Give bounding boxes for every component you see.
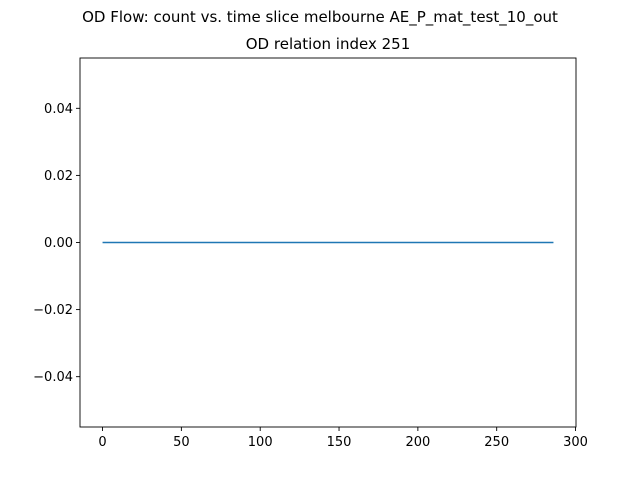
x-tick-label: 250 xyxy=(484,435,509,450)
y-tick-label: 0.00 xyxy=(44,236,73,251)
y-tick-label: 0.04 xyxy=(44,102,73,117)
plot-area: 0 50 100 150 200 250 300 0.04 0.02 0.00 −0.02 −0.04 xyxy=(33,57,588,450)
y-tick-label: −0.02 xyxy=(33,303,73,318)
x-tick-label: 50 xyxy=(173,435,190,450)
x-tick-label: 0 xyxy=(98,435,106,450)
x-tick-label: 200 xyxy=(405,435,430,450)
y-tick-label: 0.02 xyxy=(44,169,73,184)
x-tick-label: 100 xyxy=(248,435,273,450)
y-tick-label: −0.04 xyxy=(33,370,73,385)
chart-subtitle: OD relation index 251 xyxy=(246,35,411,53)
chart-title: OD Flow: count vs. time slice melbourne … xyxy=(82,8,558,27)
x-tick-label: 150 xyxy=(327,435,352,450)
x-tick-label: 300 xyxy=(563,435,588,450)
